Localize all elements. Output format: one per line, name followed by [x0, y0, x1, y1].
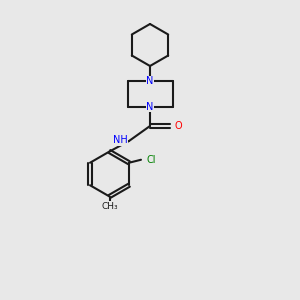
Text: CH₃: CH₃: [101, 202, 118, 211]
Text: N: N: [146, 101, 154, 112]
Text: Cl: Cl: [147, 155, 157, 165]
Text: NH: NH: [113, 135, 128, 146]
Text: O: O: [174, 121, 182, 131]
Text: N: N: [146, 76, 154, 86]
